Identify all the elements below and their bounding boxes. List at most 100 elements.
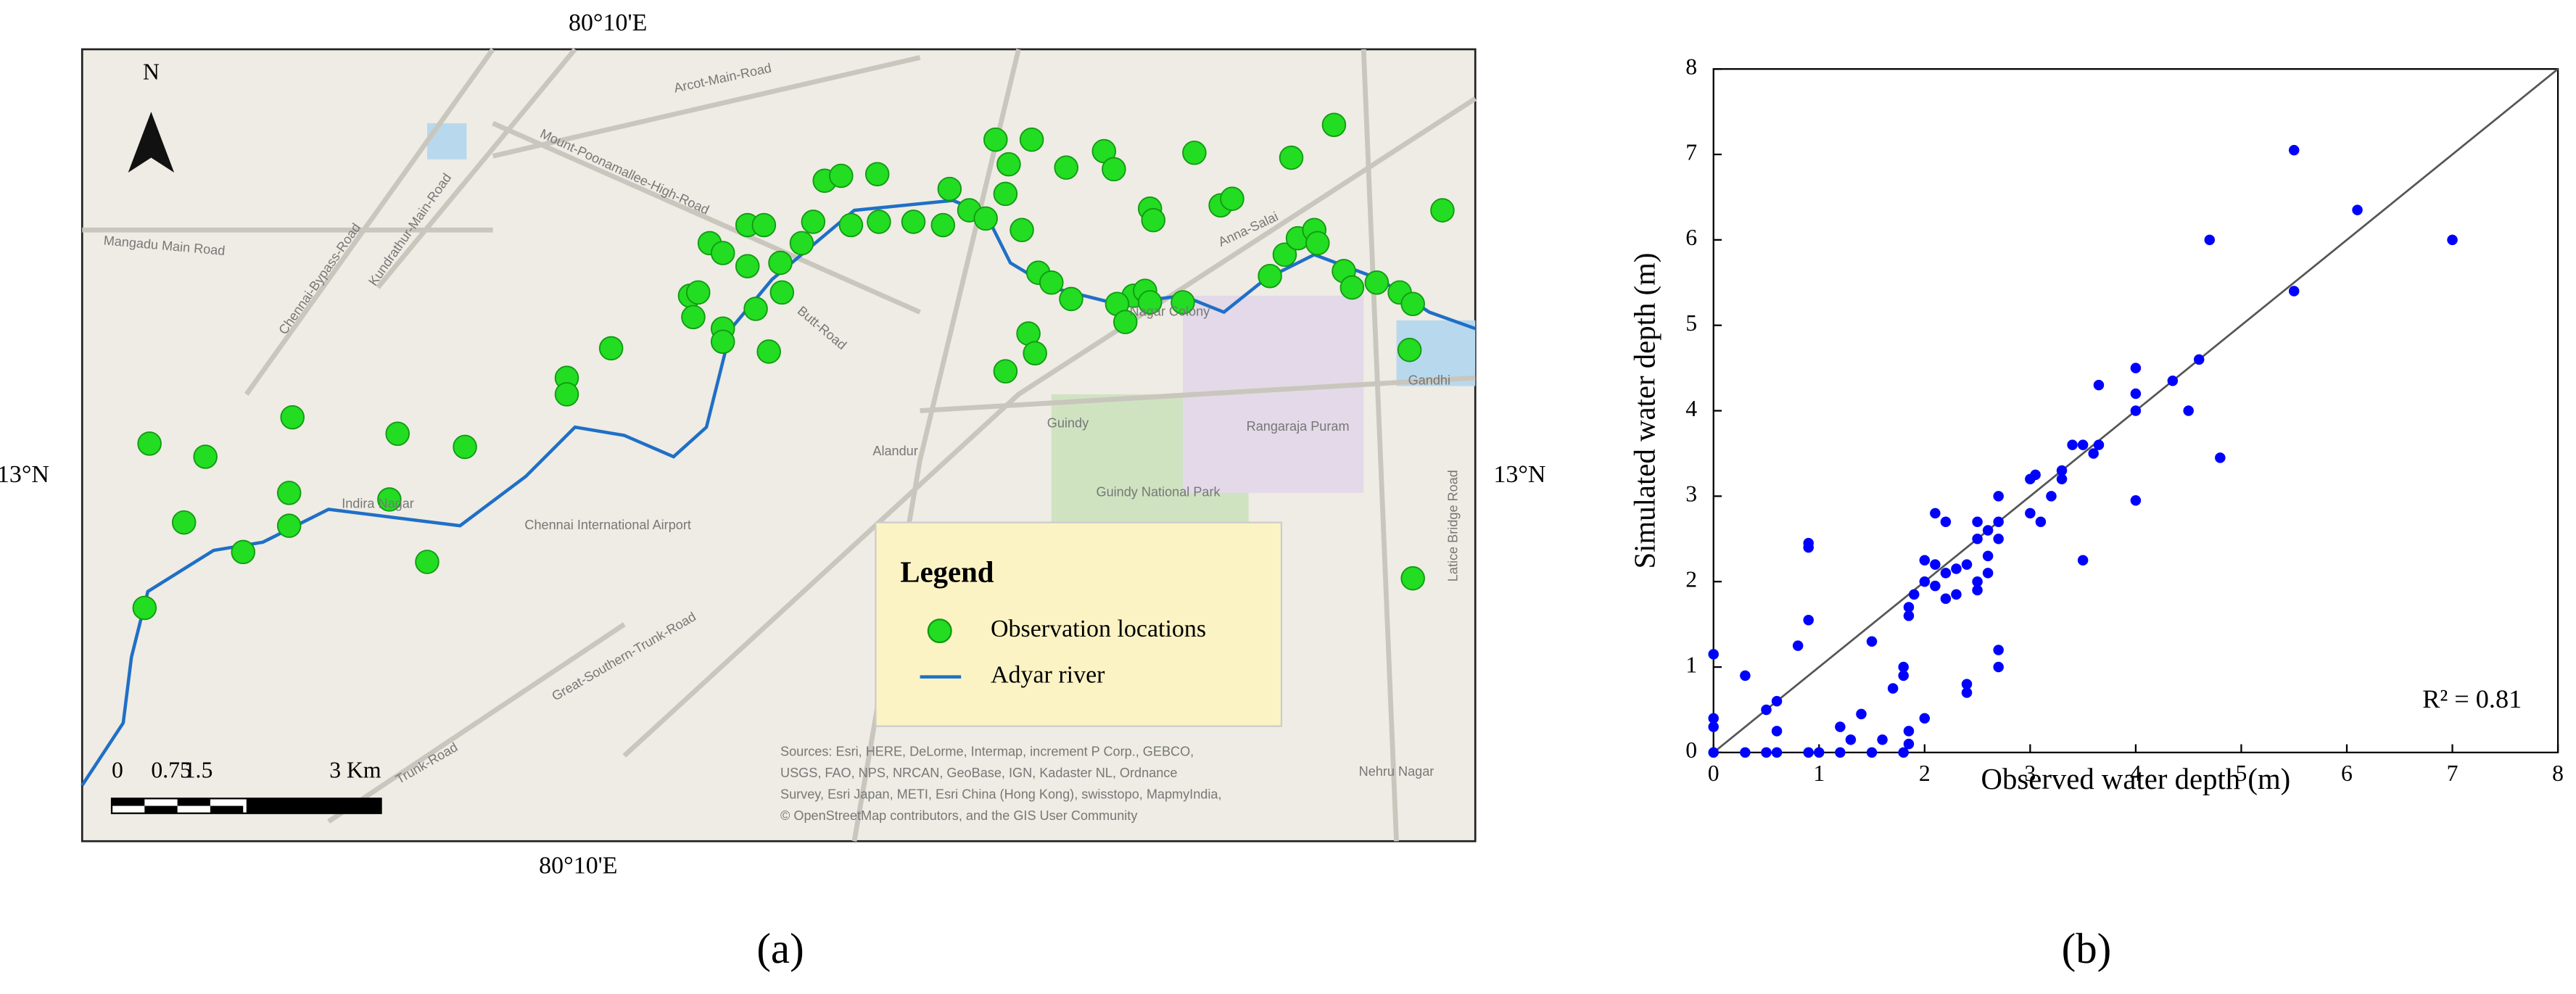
observation-location (769, 280, 795, 305)
scale-label: 0 (112, 757, 123, 782)
x-tick-label: 2 (1919, 761, 1931, 786)
observation-location (1220, 186, 1244, 211)
data-point (1903, 610, 1915, 621)
data-point (1898, 670, 1909, 682)
data-point (1771, 695, 1783, 707)
observation-location (171, 510, 197, 535)
data-point (1909, 589, 1920, 600)
y-tick-label: 3 (1685, 481, 1697, 507)
data-point (1898, 747, 1909, 758)
panel-label: (a) (756, 925, 804, 972)
data-point (1951, 563, 1962, 574)
y-tick-label: 0 (1685, 737, 1697, 763)
observation-location (1102, 157, 1126, 182)
observation-location (453, 434, 477, 460)
observation-location (1137, 290, 1163, 315)
observation-location (735, 254, 760, 278)
sources-text: USGS, FAO, NPS, NRCAN, GeoBase, IGN, Kad… (780, 766, 1177, 780)
data-point (1740, 670, 1751, 682)
observation-location (996, 152, 1021, 177)
observation-location (1321, 112, 1347, 137)
observation-location (864, 162, 890, 186)
data-point (2130, 363, 2142, 373)
data-point (1940, 568, 1952, 579)
data-point (1930, 559, 1941, 570)
place-label: Rangaraja Puram (1247, 419, 1350, 434)
observation-location (1039, 270, 1064, 295)
place-label: Chennai International Airport (524, 518, 691, 532)
observation-location (743, 297, 768, 321)
panel-label: (b) (2062, 925, 2112, 972)
data-point (1972, 516, 1983, 527)
data-point (1993, 491, 2004, 502)
place-label: Latice Bridge Road (1446, 470, 1461, 581)
road (492, 55, 921, 159)
observation-location (1305, 231, 1330, 256)
data-point (1930, 580, 1941, 592)
legend-title: Legend (900, 555, 994, 588)
place-label: Gandhi (1408, 373, 1450, 388)
x-tick-label: 6 (2341, 761, 2353, 786)
y-tick-label: 8 (1685, 54, 1697, 79)
data-point (1740, 747, 1751, 758)
data-point (2130, 388, 2142, 399)
observation-location (993, 181, 1018, 207)
observation-location (132, 595, 157, 621)
x-tick-label: 0 (1708, 761, 1720, 786)
y-axis-label: Simulated water depth (m) (1628, 253, 1661, 569)
y-tick-label: 2 (1685, 566, 1697, 592)
observation-location (598, 336, 624, 361)
observation-location (377, 487, 402, 512)
y-tick-label: 1 (1685, 652, 1697, 677)
data-point (1761, 747, 1772, 758)
data-point (1771, 726, 1783, 737)
data-point (1972, 534, 1983, 544)
data-point (1993, 661, 2004, 673)
data-point (1835, 721, 1846, 732)
data-point (1708, 649, 1719, 660)
observation-location (768, 250, 793, 276)
data-point (1951, 589, 1962, 600)
observation-location (554, 382, 579, 407)
observation-location (710, 241, 735, 265)
y-tick-label: 5 (1685, 310, 1697, 336)
data-point (2352, 204, 2363, 215)
observation-location (385, 421, 410, 447)
observation-location (838, 212, 864, 238)
data-point (2288, 286, 2300, 297)
data-point (2288, 144, 2300, 156)
roads (82, 47, 1477, 842)
data-point (1761, 704, 1772, 716)
data-point (1708, 747, 1719, 758)
observation-location (1339, 275, 1365, 300)
data-point (1972, 576, 1983, 587)
x-tick-label: 4 (2130, 761, 2142, 786)
data-point (1866, 636, 1878, 647)
data-point (1940, 516, 1952, 527)
observation-location (1112, 310, 1138, 334)
scale-segment (246, 798, 381, 813)
data-point (2215, 452, 2226, 463)
sources-text: Sources: Esri, HERE, DeLorme, Intermap, … (780, 745, 1194, 759)
place-label: Alandur (872, 444, 917, 458)
scale-segment (177, 798, 210, 806)
data-point (2183, 405, 2194, 416)
data-point (2077, 555, 2089, 566)
observation-location (231, 539, 256, 565)
coordinate-label: 80°10'E (539, 852, 617, 879)
data-point (1961, 559, 1973, 570)
observation-location (276, 513, 302, 538)
data-point (1887, 683, 1899, 694)
lake (426, 123, 467, 160)
y-tick-label: 4 (1685, 396, 1697, 421)
legend-item: Observation locations (991, 616, 1206, 642)
place-label: Nagar Colony (1130, 304, 1211, 318)
data-point (2046, 491, 2057, 502)
data-point (1993, 534, 2004, 544)
data-point (1919, 713, 1931, 724)
scale-label: 0.75 (151, 757, 191, 782)
coordinate-label: 13°N (1493, 461, 1545, 488)
data-point (2167, 376, 2179, 386)
y-tick-label: 6 (1685, 225, 1697, 250)
